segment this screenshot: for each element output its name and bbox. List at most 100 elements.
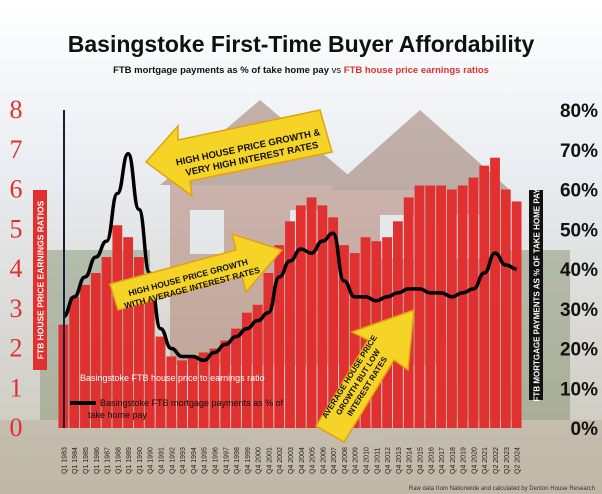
x-tick-label: Q4 2009 — [353, 447, 360, 474]
bar-mark — [468, 177, 479, 428]
right-tick-label: 20% — [560, 340, 598, 361]
x-tick-label: Q4 2010 — [364, 447, 371, 474]
right-tick-label: 40% — [560, 260, 598, 281]
left-tick-label: 0 — [10, 413, 23, 442]
annotation-arrow-1: HIGH HOUSE PRICE GROWTH & VERY HIGH INTE… — [144, 109, 333, 198]
chart-subtitle: FTB mortgage payments as % of take home … — [113, 65, 489, 76]
left-tick-label: 3 — [10, 294, 23, 323]
annotation-arrow-2: HIGH HOUSE PRICE GROWTH WITH AVERAGE INT… — [109, 232, 284, 311]
bar-mark — [241, 312, 252, 428]
right-axis-label: FTB MORTGAGE PAYMENTS AS % OF TAKE HOME … — [533, 188, 542, 402]
bar-mark — [414, 185, 425, 428]
x-tick-label: Q4 2017 — [439, 447, 446, 474]
bar-mark — [220, 340, 231, 428]
x-tick-label: Q4 2013 — [396, 447, 403, 474]
x-tick-label: Q2 2022 — [493, 447, 500, 474]
x-tick-label: Q4 2021 — [482, 447, 489, 474]
x-tick-label: Q2 2024 — [515, 447, 522, 474]
x-tick-label: Q4 2002 — [277, 447, 284, 474]
legend-label-line: Basingstoke FTB mortgage payments as % o… — [88, 398, 286, 420]
x-tick-label: Q4 2004 — [299, 447, 306, 474]
bar-mark — [198, 352, 209, 428]
x-tick-label: Q1 1987 — [105, 447, 112, 474]
x-tick-label: Q4 2007 — [331, 447, 338, 474]
bar-mark — [90, 272, 101, 428]
bar-mark — [209, 348, 220, 428]
bar-mark — [511, 201, 522, 428]
x-tick-label: Q1 1983 — [61, 447, 68, 474]
bar-series — [58, 157, 522, 428]
left-tick-label: 4 — [10, 254, 23, 283]
subtitle-vs: vs — [329, 65, 344, 76]
right-tick-label: 30% — [560, 300, 598, 321]
bar-mark — [123, 237, 134, 428]
x-tick-label: Q4 2020 — [471, 447, 478, 474]
bar-mark — [80, 284, 90, 428]
x-tick-label: Q4 2005 — [310, 447, 317, 474]
bar-mark — [490, 157, 500, 428]
bar-mark — [425, 185, 436, 428]
left-axis-ticks: 0 1 2 3 4 5 6 7 8 — [10, 95, 23, 442]
x-tick-label: Q1 1986 — [94, 447, 101, 474]
bar-mark — [134, 257, 144, 428]
bar-mark — [155, 336, 166, 428]
x-tick-label: Q4 1992 — [169, 447, 176, 474]
legend-swatch-bars — [72, 374, 78, 380]
bar-mark — [101, 257, 112, 428]
bar-mark — [252, 304, 263, 428]
x-tick-label: Q4 1997 — [223, 447, 230, 474]
x-tick-label: Q4 1990 — [148, 447, 155, 474]
legend-label-line-part-2: take home pay — [88, 410, 148, 420]
left-axis-label-bg — [33, 190, 47, 370]
right-tick-label: 10% — [560, 379, 598, 400]
x-tick-label: Q4 2012 — [385, 447, 392, 474]
x-tick-label: Q4 2003 — [288, 447, 295, 474]
right-tick-label: 80% — [560, 101, 598, 122]
bar-mark — [306, 197, 317, 428]
left-tick-label: 7 — [10, 135, 23, 164]
subtitle-part-2: FTB house price earnings ratios — [344, 65, 489, 76]
x-tick-label: Q4 1993 — [180, 447, 187, 474]
x-tick-label: Q4 1994 — [191, 447, 198, 474]
x-tick-label: Q1 1989 — [126, 447, 133, 474]
x-tick-label: Q4 1999 — [245, 447, 252, 474]
left-tick-label: 1 — [10, 373, 23, 402]
bar-mark — [144, 292, 155, 428]
x-tick-label: Q4 2001 — [266, 447, 273, 474]
source-note: Raw data from Nationwide and calculated … — [409, 486, 595, 492]
bar-mark — [349, 253, 360, 428]
legend-label-line-part-1: Basingstoke FTB mortgage payments as % o… — [100, 398, 284, 408]
bar-mark — [446, 189, 457, 428]
left-tick-label: 6 — [10, 175, 23, 204]
bar-mark — [436, 185, 446, 428]
right-tick-label: 60% — [560, 181, 598, 202]
bar-mark — [112, 225, 123, 428]
line-series — [62, 151, 517, 363]
x-tick-label: Q4 2000 — [256, 447, 263, 474]
subtitle-part-1: FTB mortgage payments as % of take home … — [113, 65, 330, 76]
bar-mark — [500, 189, 511, 428]
legend-label-bars: Basingstoke FTB house price to earnings … — [80, 373, 265, 383]
x-tick-label: Q4 2015 — [417, 447, 424, 474]
bar-mark — [231, 328, 241, 428]
right-tick-label: 50% — [560, 220, 598, 241]
x-tick-label: Q4 1995 — [202, 447, 209, 474]
bar-mark — [263, 272, 274, 428]
left-tick-label: 5 — [10, 214, 23, 243]
x-tick-label: Q4 2011 — [374, 448, 381, 474]
bar-mark — [479, 165, 490, 428]
bar-mark — [187, 356, 198, 428]
x-tick-label: Q4 2016 — [428, 447, 435, 474]
bar-mark — [166, 356, 177, 428]
bar-mark — [328, 217, 339, 428]
bar-mark — [177, 360, 187, 428]
bar-mark — [295, 205, 306, 428]
bar-mark — [285, 221, 295, 428]
x-tick-label: Q4 2018 — [450, 447, 457, 474]
right-axis-label-bg — [529, 190, 543, 400]
chart-title: Basingstoke First-Time Buyer Affordabili… — [68, 31, 535, 57]
left-tick-label: 8 — [10, 95, 23, 124]
bar-mark — [339, 245, 349, 428]
